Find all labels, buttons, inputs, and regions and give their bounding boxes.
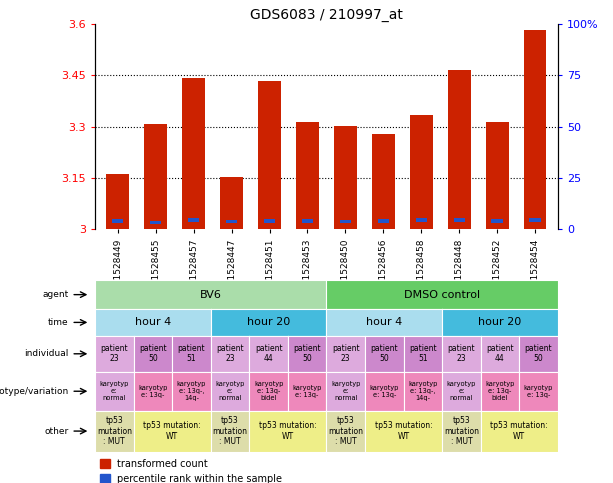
Text: patient
23: patient 23 (332, 344, 359, 364)
Text: karyotyp
e: 13q-: karyotyp e: 13q- (292, 385, 322, 398)
Text: patient
51: patient 51 (178, 344, 205, 364)
Text: patient
23: patient 23 (101, 344, 128, 364)
Bar (334, 126, 357, 229)
Bar (226, 220, 237, 223)
Text: hour 4: hour 4 (135, 317, 171, 327)
Text: karyotyp
e: 13q-,
14q-: karyotyp e: 13q-, 14q- (177, 381, 206, 401)
Bar (524, 30, 546, 229)
Text: karyotyp
e: 13q-
bidel: karyotyp e: 13q- bidel (254, 381, 283, 401)
Text: tp53
mutation
: MUT: tp53 mutation : MUT (444, 416, 479, 446)
Text: tp53 mutation:
WT: tp53 mutation: WT (375, 421, 432, 441)
Bar (410, 115, 433, 229)
Text: time: time (48, 318, 69, 327)
Text: tp53 mutation:
WT: tp53 mutation: WT (490, 421, 548, 441)
Text: individual: individual (24, 349, 69, 358)
Text: patient
51: patient 51 (409, 344, 436, 364)
Text: patient
50: patient 50 (294, 344, 321, 364)
Text: tp53 mutation:
WT: tp53 mutation: WT (143, 421, 201, 441)
Bar (150, 221, 161, 224)
Bar (448, 71, 471, 229)
Bar (485, 122, 509, 229)
Text: karyotyp
e: 13q-: karyotyp e: 13q- (524, 385, 554, 398)
Text: patient
50: patient 50 (525, 344, 552, 364)
Bar (340, 220, 351, 223)
Bar (530, 218, 541, 222)
Title: GDS6083 / 210997_at: GDS6083 / 210997_at (250, 8, 403, 22)
Text: hour 20: hour 20 (247, 317, 290, 327)
Bar (264, 219, 275, 223)
Bar (492, 219, 503, 223)
Bar (107, 174, 129, 229)
Text: patient
44: patient 44 (486, 344, 514, 364)
Text: patient
50: patient 50 (370, 344, 398, 364)
Bar (454, 218, 465, 222)
Text: tp53
mutation
: MUT: tp53 mutation : MUT (328, 416, 364, 446)
Text: other: other (44, 426, 69, 436)
Bar (188, 218, 199, 222)
Bar (378, 219, 389, 223)
Text: karyotyp
e: 13q-: karyotyp e: 13q- (138, 385, 167, 398)
Bar (220, 177, 243, 229)
Bar (416, 218, 427, 222)
Text: DMSO control: DMSO control (404, 290, 480, 299)
Text: patient
23: patient 23 (216, 344, 244, 364)
Text: karyotyp
e: 13q-,
14q-: karyotyp e: 13q-, 14q- (408, 381, 438, 401)
Text: karyotyp
e:
normal: karyotyp e: normal (331, 381, 360, 401)
Text: karyotyp
e:
normal: karyotyp e: normal (215, 381, 245, 401)
Text: karyotyp
e: 13q-: karyotyp e: 13q- (370, 385, 399, 398)
Text: tp53
mutation
: MUT: tp53 mutation : MUT (213, 416, 248, 446)
Bar (144, 125, 167, 229)
Bar (372, 134, 395, 229)
Text: agent: agent (42, 290, 69, 299)
Text: BV6: BV6 (200, 290, 222, 299)
Text: patient
23: patient 23 (447, 344, 475, 364)
Text: tp53 mutation:
WT: tp53 mutation: WT (259, 421, 317, 441)
Bar (258, 81, 281, 229)
Text: hour 20: hour 20 (478, 317, 522, 327)
Text: karyotyp
e:
normal: karyotyp e: normal (99, 381, 129, 401)
Text: hour 4: hour 4 (366, 317, 402, 327)
Text: genotype/variation: genotype/variation (0, 387, 69, 396)
Text: patient
50: patient 50 (139, 344, 167, 364)
Text: patient
44: patient 44 (255, 344, 283, 364)
Text: tp53
mutation
: MUT: tp53 mutation : MUT (97, 416, 132, 446)
Text: karyotyp
e: 13q-
bidel: karyotyp e: 13q- bidel (485, 381, 515, 401)
Text: karyotyp
e:
normal: karyotyp e: normal (447, 381, 476, 401)
Bar (182, 78, 205, 229)
Legend: transformed count, percentile rank within the sample: transformed count, percentile rank withi… (96, 455, 286, 483)
Bar (296, 122, 319, 229)
Bar (112, 219, 123, 223)
Bar (302, 219, 313, 223)
